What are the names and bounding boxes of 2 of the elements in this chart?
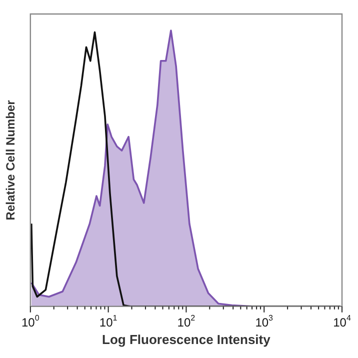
y-axis-title: Relative Cell Number	[4, 100, 18, 220]
x-axis-title: Log Fluorescence Intensity	[102, 332, 272, 347]
